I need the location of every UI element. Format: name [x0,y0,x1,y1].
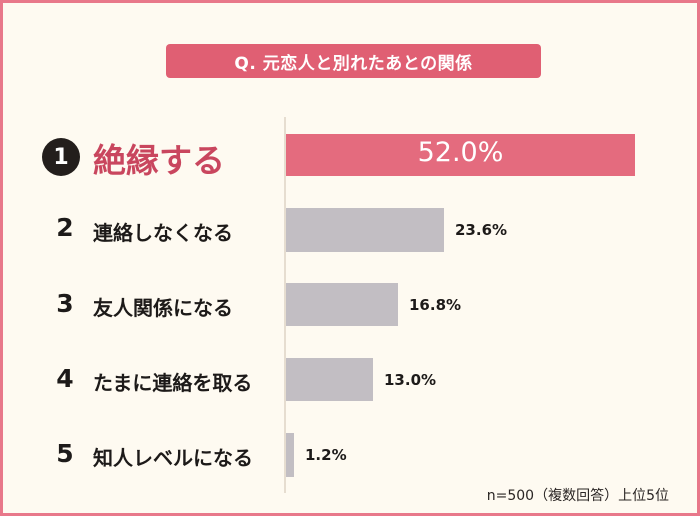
bar-5 [286,433,294,477]
rank-number-4: 4 [56,364,74,393]
sample-size-footnote: n=500（複数回答）上位5位 [486,488,669,504]
category-label-5: 知人レベルになる [93,446,253,470]
bar-value-2: 23.6% [455,221,508,239]
bar-1: 52.0% [286,134,635,176]
category-label-2: 連絡しなくなる [93,221,233,245]
bar-4 [286,358,373,401]
category-label-3: 友人関係になる [93,296,233,320]
chart-title: Q. 元恋人と別れたあとの関係 [166,44,541,78]
category-label-1: 絶縁する [93,141,225,180]
rank-number-2: 2 [56,213,74,242]
bar-value-3: 16.8% [409,296,462,314]
category-label-4: たまに連絡を取る [93,371,253,395]
axis-line [284,117,286,493]
rank-number-5: 5 [56,439,74,468]
bar-value-5: 1.2% [305,446,347,464]
bar-3 [286,283,398,326]
rank-badge-1: 1 [42,138,80,176]
bar-value-4: 13.0% [384,371,437,389]
rank-number-3: 3 [56,289,74,318]
bar-value-1: 52.0% [417,137,504,168]
bar-2 [286,208,444,252]
